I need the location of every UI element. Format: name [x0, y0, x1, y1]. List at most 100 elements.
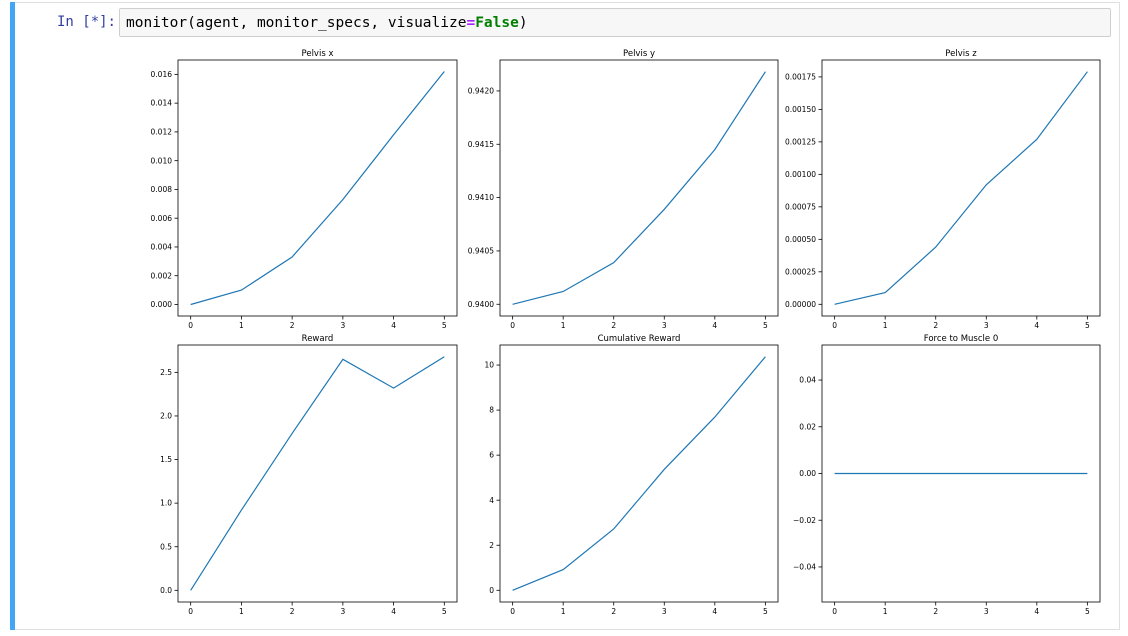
x-tick-label: 4	[391, 607, 396, 614]
chart-title: Force to Muscle 0	[924, 334, 998, 344]
x-tick-label: 1	[561, 321, 566, 330]
subplot-3: Pelvis z 0 1 2 3 4 5 0.00000 0.00025 0.00050 0.000…	[785, 49, 1101, 330]
series-line	[190, 71, 445, 306]
series-line	[190, 356, 445, 591]
x-tick-label: 2	[933, 607, 938, 614]
chart-title: Pelvis y	[623, 49, 655, 59]
x-tick-label: 4	[712, 321, 717, 330]
cell-selection-bar	[10, 2, 15, 630]
x-tick-label: 1	[883, 321, 888, 330]
code-operator: =	[466, 15, 476, 31]
code-func: monitor(agent, monitor_specs, visualize	[126, 15, 467, 31]
subplot-2: Pelvis y 0 1 2 3 4 5 0.9400 0.9405 0.9410 0.9415 0.…	[468, 49, 779, 330]
y-tick-label: 1.5	[160, 455, 172, 464]
y-tick-label: −0.02	[793, 516, 816, 525]
y-tick-label: 0.00075	[785, 202, 816, 211]
y-tick-label: 0.00000	[785, 300, 816, 309]
subplot-4: Reward 0 1 2 3 4 5 0.0 0.5 1.0 1.5 2.0 2.5	[160, 334, 458, 614]
y-tick-label: 0.00150	[785, 105, 816, 114]
y-tick-label: 0.9410	[468, 193, 494, 202]
y-tick-label: 0.012	[151, 128, 173, 137]
y-tick-label: 6	[489, 451, 494, 460]
y-tick-label: 2	[489, 541, 494, 550]
x-tick-label: 1	[561, 607, 566, 614]
y-tick-label: 0.00175	[785, 72, 816, 81]
y-tick-label: 0.008	[151, 185, 173, 194]
y-tick-label: 0.002	[151, 271, 173, 280]
y-tick-label: 0.00100	[785, 170, 816, 179]
x-tick-label: 4	[391, 321, 396, 330]
y-tick-label: 0.9405	[468, 247, 494, 256]
x-tick-label: 5	[763, 321, 768, 330]
x-tick-label: 3	[340, 321, 345, 330]
x-tick-label: 0	[188, 321, 193, 330]
y-tick-label: 0.00	[799, 469, 816, 478]
x-tick-label: 5	[442, 607, 447, 614]
x-tick-label: 4	[1034, 321, 1039, 330]
plot-frame	[821, 59, 1101, 317]
x-tick-label: 5	[1085, 607, 1090, 614]
x-tick-label: 3	[662, 607, 667, 614]
plot-frame	[499, 59, 779, 317]
x-tick-label: 0	[832, 607, 837, 614]
x-tick-label: 2	[611, 321, 616, 330]
y-tick-label: 0.0	[160, 586, 172, 595]
x-tick-label: 1	[239, 607, 244, 614]
y-tick-label: 0.9420	[468, 87, 494, 96]
y-tick-label: 0.016	[151, 70, 173, 79]
output-figure: Pelvis x0 1 2 3 4 50.0000.0020.0040.0060.0080…	[151, 49, 1101, 614]
x-tick-label: 2	[290, 607, 295, 614]
subplot-5: Cumulative Reward 0 1 2 3 4 5 0 2 4 6 8 10	[484, 334, 779, 614]
plot-frame	[177, 344, 458, 603]
y-tick-label: 2.0	[160, 412, 172, 421]
series-line	[512, 356, 766, 591]
x-tick-label: 5	[442, 321, 447, 330]
subplot-6: Force to Muscle 0 0 1 2 3 4 5 −0.04 −0.02 0.00 0.0…	[793, 334, 1101, 614]
y-tick-label: 1.0	[160, 499, 172, 508]
chart-title: Pelvis x	[302, 49, 334, 59]
y-tick-label: −0.04	[793, 563, 816, 572]
code-line: monitor(agent, monitor_specs, visualize=…	[126, 15, 528, 31]
x-tick-label: 4	[712, 607, 717, 614]
chart-title: Pelvis z	[945, 49, 977, 59]
y-tick-label: 0.000	[151, 300, 173, 309]
x-tick-label: 0	[510, 607, 515, 614]
y-tick-label: 0.02	[799, 422, 816, 431]
subplot-1: Pelvis x 0 1 2 3 4 5 0.000 0.002 0.004 0.006 0.008 0…	[151, 49, 458, 330]
x-tick-label: 0	[510, 321, 515, 330]
y-tick-label: 0.5	[160, 542, 172, 551]
x-tick-label: 3	[340, 607, 345, 614]
y-tick-label: 10	[484, 361, 494, 370]
chart-title: Reward	[302, 334, 334, 344]
code-close: )	[518, 15, 528, 31]
y-tick-label: 0.014	[151, 99, 173, 108]
y-tick-label: 8	[489, 406, 494, 415]
input-prompt: In [*]:	[56, 14, 116, 30]
code-keyword: False	[475, 15, 519, 31]
y-tick-label: 0.006	[151, 214, 173, 223]
series-line	[512, 71, 766, 305]
y-tick-label: 0.04	[799, 376, 816, 385]
x-tick-label: 1	[883, 607, 888, 614]
y-tick-label: 0.00125	[785, 137, 816, 146]
plot-frame	[499, 344, 779, 603]
y-tick-label: 2.5	[160, 368, 172, 377]
chart-title: Cumulative Reward	[598, 334, 681, 344]
y-tick-label: 0.010	[151, 156, 173, 165]
y-tick-label: 4	[489, 496, 494, 505]
x-tick-label: 2	[290, 321, 295, 330]
y-tick-label: 0.00025	[785, 267, 816, 276]
code-input[interactable]: monitor(agent, monitor_specs, visualize=…	[119, 8, 1111, 37]
y-tick-label: 0.9415	[468, 140, 494, 149]
plot-frame	[177, 59, 458, 317]
x-tick-label: 3	[984, 321, 989, 330]
y-tick-label: 0.9400	[468, 300, 494, 309]
x-tick-label: 0	[188, 607, 193, 614]
x-tick-label: 3	[984, 607, 989, 614]
x-tick-label: 1	[239, 321, 244, 330]
x-tick-label: 2	[933, 321, 938, 330]
y-tick-label: 0.00050	[785, 235, 816, 244]
x-tick-label: 5	[1085, 321, 1090, 330]
x-tick-label: 0	[832, 321, 837, 330]
series-line	[834, 71, 1088, 305]
